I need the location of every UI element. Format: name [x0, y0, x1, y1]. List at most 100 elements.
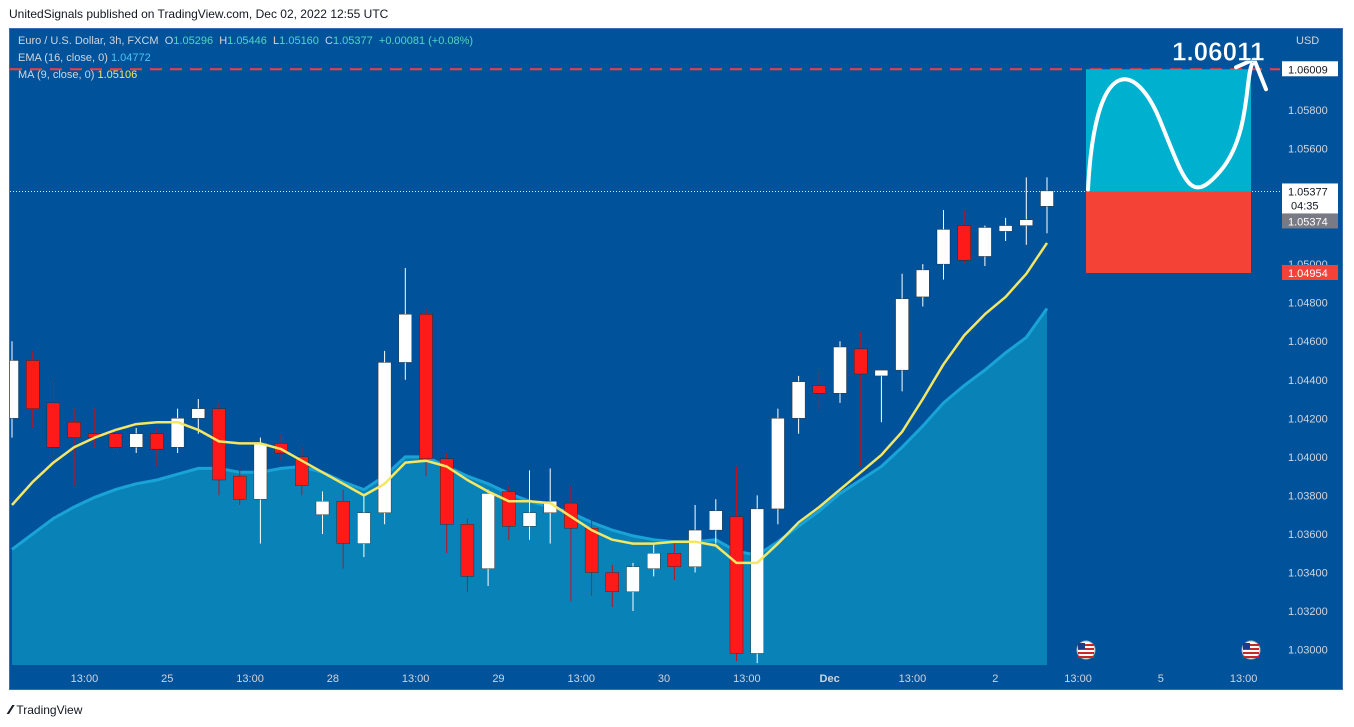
- candle-down: [605, 572, 619, 592]
- bid-price-tag-bg: [1282, 213, 1338, 229]
- footer-brand[interactable]: ⁄⁄ TradingView: [9, 702, 82, 717]
- axis-currency: USD: [1296, 35, 1319, 47]
- close-value: 1.05377: [333, 35, 373, 47]
- candle-down: [150, 433, 164, 450]
- candle-up: [1019, 219, 1033, 226]
- candle-down: [502, 491, 516, 527]
- stop-price-tag: 1.04954: [1288, 268, 1328, 280]
- projection-arrow-icon: [1234, 57, 1268, 92]
- y-tick-label: 1.05800: [1288, 105, 1328, 117]
- candle-down: [295, 456, 309, 486]
- candle-down: [46, 402, 61, 448]
- candle-up: [895, 298, 909, 371]
- y-tick-label: 1.04800: [1288, 298, 1328, 310]
- candle-up: [315, 500, 330, 515]
- candle-up: [833, 346, 847, 394]
- ema-legend[interactable]: EMA (16, close, 0) 1.04772: [18, 52, 151, 64]
- candle-up: [1040, 190, 1054, 207]
- candle-up: [998, 225, 1013, 232]
- candle-down: [232, 475, 247, 500]
- candle-up: [936, 229, 951, 265]
- projection-curve: [1086, 62, 1254, 192]
- low-value: 1.05160: [279, 35, 319, 47]
- candle-down: [108, 433, 123, 448]
- symbol-legend: Euro / U.S. Dollar, 3h, FXCM O1.05296 H1…: [18, 35, 474, 47]
- y-tick-label: 1.05600: [1288, 143, 1328, 155]
- target-price-label: 1.06011: [1172, 36, 1265, 66]
- publisher-info: UnitedSignals published on TradingView.c…: [9, 7, 389, 21]
- time-axis: [10, 665, 1342, 689]
- x-tick-label: 13:00: [567, 673, 595, 685]
- current-price-tag-bg: [1282, 183, 1338, 214]
- candle-down: [854, 348, 868, 375]
- candle-up: [377, 362, 392, 513]
- candle-down: [584, 527, 599, 573]
- y-tick-label: 1.03200: [1288, 606, 1328, 618]
- tradingview-brand: TradingView: [16, 702, 83, 717]
- candle-up: [357, 512, 371, 544]
- x-tick-label: 5: [1158, 673, 1164, 685]
- high-value: 1.05446: [227, 35, 267, 47]
- symbol-name: Euro / U.S. Dollar, 3h, FXCM: [18, 35, 159, 47]
- candle-up: [191, 408, 206, 419]
- x-tick-label: 13:00: [236, 673, 264, 685]
- chart-panel[interactable]: 1.06011USD1.058001.056001.050001.048001.…: [9, 28, 1343, 690]
- candle-up: [398, 314, 412, 363]
- y-tick-label: 1.04200: [1288, 413, 1328, 425]
- y-tick-label: 1.03800: [1288, 490, 1328, 502]
- y-tick-label: 1.03600: [1288, 529, 1328, 541]
- candle-down: [67, 421, 81, 438]
- candle-up: [916, 269, 930, 298]
- flag-stripe: [1078, 656, 1094, 658]
- open-value: 1.05296: [173, 35, 214, 47]
- candle-down: [419, 314, 433, 459]
- candle-down: [729, 516, 744, 654]
- stop-price-tag-bg: [1282, 264, 1338, 280]
- bid-price-tag: 1.05374: [1288, 216, 1328, 228]
- x-tick-label: Dec: [820, 673, 840, 685]
- ma-legend[interactable]: MA (9, close, 0) 1.05106: [18, 69, 138, 81]
- ema-value: 1.04772: [110, 52, 151, 64]
- x-tick-label: 13:00: [733, 673, 761, 685]
- flag-stripe: [1243, 644, 1259, 646]
- candle-down: [212, 408, 226, 481]
- x-tick-label: 30: [658, 673, 670, 685]
- candle-down: [460, 524, 475, 577]
- candle-up: [750, 508, 764, 654]
- price-axis: [1280, 29, 1342, 689]
- candle-up: [10, 360, 19, 419]
- x-tick-label: 29: [492, 673, 504, 685]
- ema-area: [12, 308, 1047, 665]
- candle-down: [336, 500, 350, 544]
- target-price-tag: 1.06009: [1288, 64, 1328, 76]
- y-tick-label: 1.04000: [1288, 452, 1328, 464]
- candle-up: [626, 566, 640, 592]
- price-chart[interactable]: 1.06011USD1.058001.056001.050001.048001.…: [10, 29, 1343, 690]
- candle-down: [957, 225, 971, 261]
- candle-up: [647, 553, 661, 569]
- x-tick-label: 13:00: [1064, 673, 1092, 685]
- target-price-tag-bg: [1282, 61, 1338, 77]
- candle-up: [481, 493, 495, 569]
- candle-up: [129, 433, 143, 448]
- flag-canton: [1078, 643, 1085, 649]
- x-tick-label: 2: [992, 673, 998, 685]
- target-zone: [1086, 69, 1251, 192]
- x-tick-label: 28: [327, 673, 339, 685]
- candle-up: [170, 418, 185, 448]
- ma-line: [11, 242, 1049, 565]
- candle-up: [688, 529, 702, 567]
- candle-up: [791, 381, 806, 419]
- x-tick-label: 13:00: [899, 673, 927, 685]
- candle-up: [874, 369, 889, 377]
- flag-stripe: [1078, 652, 1094, 654]
- y-tick-label: 1.03400: [1288, 567, 1328, 579]
- flag-canton: [1243, 643, 1250, 649]
- stop-zone: [1086, 191, 1251, 273]
- candle-up: [978, 227, 992, 257]
- candle-down: [812, 385, 826, 394]
- candle-up: [771, 418, 785, 510]
- flag-stripe: [1243, 652, 1259, 654]
- candle-up: [253, 443, 268, 500]
- x-tick-label: 13:00: [402, 673, 430, 685]
